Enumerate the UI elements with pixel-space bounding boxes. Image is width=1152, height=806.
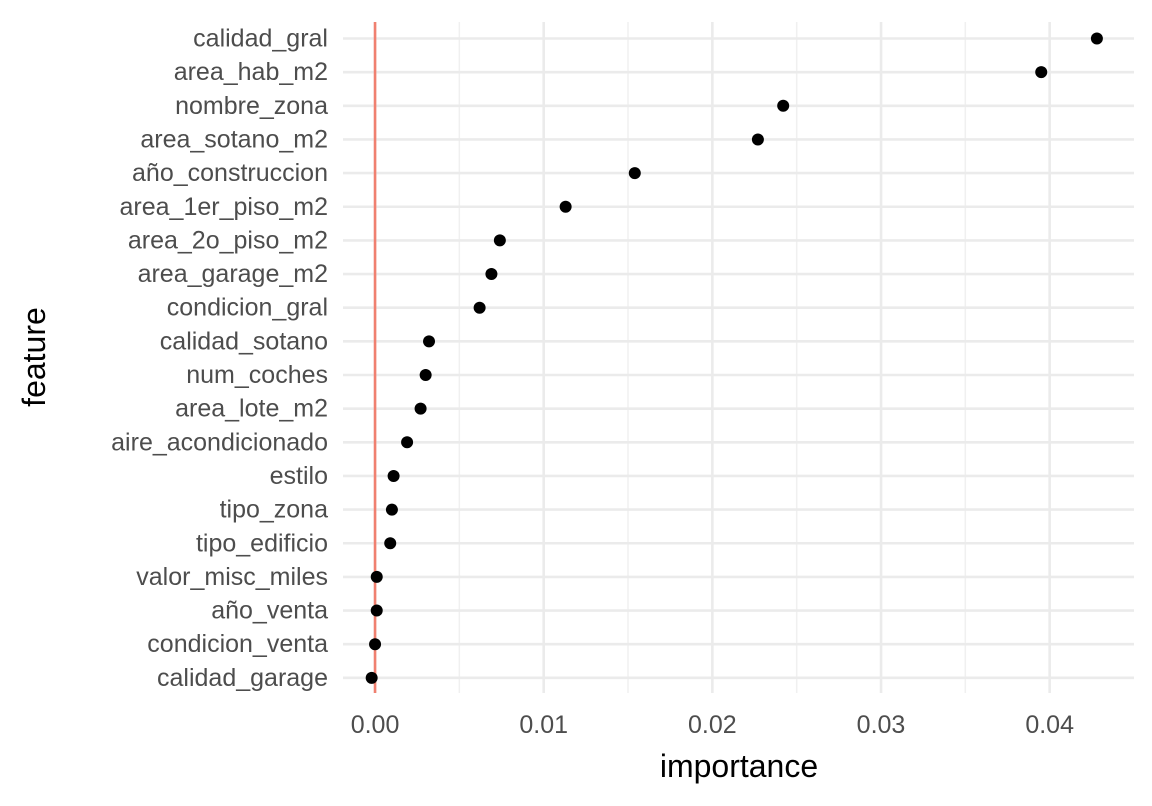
data-point	[1035, 66, 1048, 79]
major-gridlines	[343, 22, 1134, 693]
data-point	[387, 469, 400, 482]
data-point	[385, 503, 398, 516]
y-axis-title: feature	[16, 307, 52, 407]
y-tick-label: calidad_sotano	[160, 327, 328, 355]
x-tick-label: 0.00	[351, 711, 400, 739]
data-point	[370, 604, 383, 617]
y-tick-label: condicion_gral	[167, 294, 328, 322]
data-point	[473, 301, 486, 314]
data-point	[401, 436, 414, 449]
y-tick-label: area_lote_m2	[175, 395, 328, 423]
data-point	[423, 335, 436, 348]
x-tick-label: 0.01	[519, 711, 568, 739]
x-axis-title: importance	[660, 748, 818, 784]
minor-gridlines	[458, 22, 967, 693]
y-tick-label: año_venta	[211, 597, 328, 625]
y-tick-label: tipo_zona	[220, 496, 329, 524]
data-point	[485, 268, 498, 281]
data-point	[777, 99, 790, 112]
y-tick-label: condicion_venta	[147, 630, 328, 658]
x-tick-label: 0.04	[1025, 711, 1074, 739]
data-point	[493, 234, 506, 247]
y-tick-label: area_sotano_m2	[140, 125, 328, 153]
y-tick-label: calidad_gral	[193, 25, 328, 53]
y-tick-label: valor_misc_miles	[136, 563, 328, 591]
x-tick-label: 0.03	[857, 711, 906, 739]
data-point	[751, 133, 764, 146]
data-point	[365, 671, 378, 684]
data-point	[1090, 32, 1103, 45]
data-point	[414, 402, 427, 415]
y-tick-label: calidad_garage	[157, 664, 328, 692]
y-tick-label: aire_acondicionado	[111, 428, 328, 456]
y-tick-label: area_hab_m2	[174, 58, 328, 86]
data-point	[628, 167, 641, 180]
data-point	[370, 570, 383, 583]
y-tick-label: tipo_edificio	[196, 529, 328, 557]
y-tick-label: area_garage_m2	[138, 260, 328, 288]
y-tick-label: nombre_zona	[175, 92, 328, 120]
data-point	[384, 537, 397, 550]
data-point	[369, 638, 382, 651]
x-tick-label: 0.02	[688, 711, 737, 739]
y-tick-label: area_2o_piso_m2	[128, 226, 328, 254]
y-tick-labels: calidad_gral area_hab_m2 nombre_zona area_s…	[111, 25, 328, 692]
y-tick-label: estilo	[270, 462, 328, 490]
y-tick-label: area_1er_piso_m2	[120, 193, 328, 221]
x-tick-labels: 0.00 0.01 0.02 0.03 0.04	[351, 711, 1074, 739]
data-point	[559, 200, 572, 213]
data-points	[365, 32, 1103, 684]
data-point	[419, 369, 432, 381]
y-tick-label: num_coches	[186, 361, 328, 389]
y-tick-label: año_construccion	[132, 159, 328, 187]
